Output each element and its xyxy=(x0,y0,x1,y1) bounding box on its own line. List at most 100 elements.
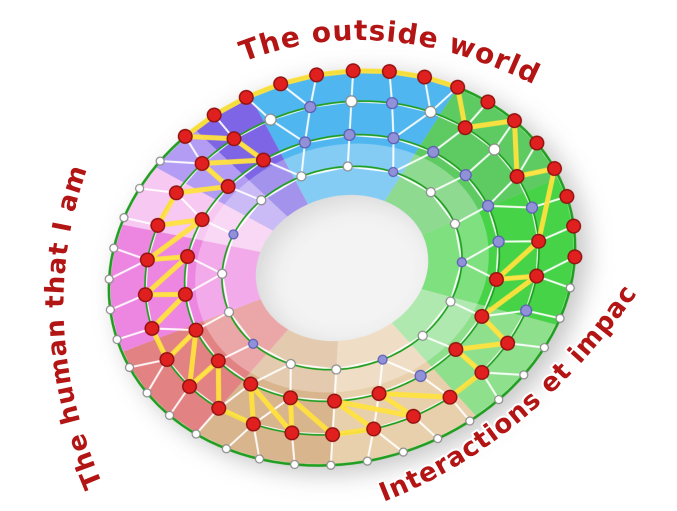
purple-node xyxy=(459,169,472,182)
white-node xyxy=(362,456,373,466)
white-node xyxy=(488,143,501,156)
purple-node xyxy=(520,304,533,317)
white-node xyxy=(124,362,135,373)
sector-green-light xyxy=(391,289,557,417)
red-node xyxy=(177,286,193,302)
white-node xyxy=(296,171,307,182)
red-node xyxy=(405,408,421,424)
red-node xyxy=(488,271,504,287)
white-node xyxy=(290,459,300,470)
purple-node xyxy=(388,166,399,178)
purple-node xyxy=(228,229,239,240)
sector-salmon xyxy=(121,299,289,435)
red-node xyxy=(529,135,545,151)
purple-node xyxy=(385,97,399,110)
white-node xyxy=(164,410,175,420)
red-node xyxy=(529,268,545,284)
red-node xyxy=(137,287,153,303)
white-node xyxy=(119,213,129,223)
red-node xyxy=(480,94,496,110)
nodes-layer xyxy=(104,95,575,470)
purple-node xyxy=(343,128,356,141)
purple-node xyxy=(525,201,539,214)
white-node xyxy=(445,296,456,307)
mesh-edge xyxy=(430,174,467,194)
red-node xyxy=(159,351,175,367)
purple-node xyxy=(248,338,259,349)
red-node xyxy=(188,322,204,338)
red-node xyxy=(144,320,160,336)
purple-node xyxy=(377,354,388,365)
white-node xyxy=(256,195,267,206)
red-node xyxy=(150,217,166,233)
white-node xyxy=(565,283,575,293)
white-node xyxy=(433,434,443,444)
mesh-edge xyxy=(487,204,533,209)
red-node xyxy=(325,427,341,443)
white-node xyxy=(104,274,114,284)
red-node xyxy=(243,376,259,392)
red-node xyxy=(448,341,464,357)
white-node xyxy=(142,388,152,398)
white-node xyxy=(555,313,565,323)
red-node xyxy=(474,364,490,380)
white-node xyxy=(109,243,119,253)
red-node xyxy=(273,76,289,92)
sector-tan xyxy=(196,329,338,466)
white-node xyxy=(425,187,436,198)
red-node xyxy=(245,416,261,432)
mesh-edge xyxy=(454,204,489,225)
red-node xyxy=(206,107,222,123)
red-node xyxy=(211,400,227,416)
red-node xyxy=(531,233,547,249)
red-node xyxy=(194,156,210,172)
red-node xyxy=(168,185,184,201)
red-node xyxy=(210,353,226,369)
purple-node xyxy=(298,136,312,149)
mesh-edge xyxy=(465,148,496,176)
white-node xyxy=(519,370,529,380)
red-node xyxy=(220,179,236,195)
red-node xyxy=(309,67,325,83)
red-node xyxy=(226,131,242,147)
white-node xyxy=(326,460,336,470)
red-node xyxy=(457,120,473,136)
red-node xyxy=(255,152,271,168)
red-node xyxy=(547,161,563,177)
red-node xyxy=(450,79,466,95)
white-node xyxy=(398,447,408,457)
red-node xyxy=(500,335,516,351)
red-node xyxy=(139,252,155,268)
red-node xyxy=(559,188,575,204)
white-node xyxy=(345,95,358,108)
purple-node xyxy=(304,100,317,114)
white-node xyxy=(254,454,265,464)
red-node xyxy=(180,249,196,265)
purple-node xyxy=(387,132,400,145)
purple-node xyxy=(427,145,440,159)
white-node xyxy=(465,416,475,426)
white-node xyxy=(221,444,231,454)
red-node xyxy=(506,113,522,129)
red-node xyxy=(442,389,458,405)
red-node xyxy=(474,308,490,324)
red-node xyxy=(366,421,382,437)
white-node xyxy=(342,161,353,172)
white-node xyxy=(331,364,342,375)
mesh-edge xyxy=(392,111,432,139)
white-node xyxy=(155,156,165,166)
red-node xyxy=(282,390,298,406)
purple-node xyxy=(456,257,467,268)
white-node xyxy=(223,307,235,318)
white-node xyxy=(494,394,504,405)
white-node xyxy=(105,305,115,315)
red-node xyxy=(284,425,300,441)
green-ring xyxy=(221,165,463,371)
label-human-that-i-am: The human that I am xyxy=(40,161,109,493)
white-node xyxy=(112,334,122,345)
mesh-edge xyxy=(269,118,306,144)
red-node xyxy=(327,393,343,409)
red-nodes-layer xyxy=(137,63,583,443)
inner-highlight xyxy=(195,143,489,393)
